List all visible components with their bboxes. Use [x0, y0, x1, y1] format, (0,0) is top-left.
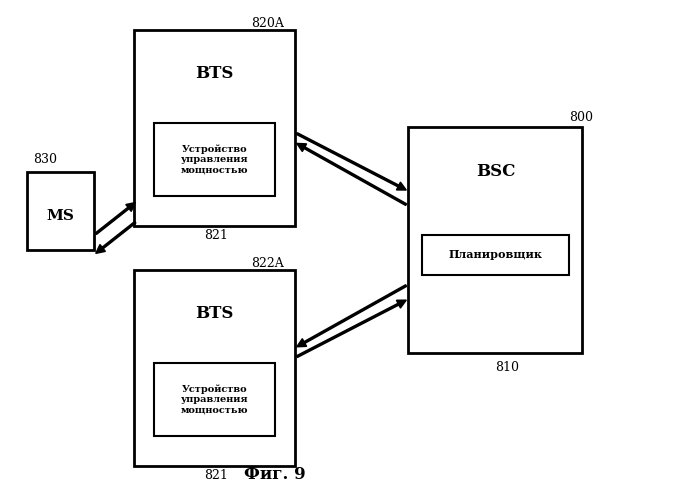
Text: Фиг. 9: Фиг. 9: [244, 466, 305, 483]
Bar: [154, 362, 275, 436]
FancyArrowPatch shape: [296, 133, 406, 190]
Text: 800: 800: [569, 111, 593, 124]
Text: 810: 810: [495, 361, 520, 374]
Bar: [134, 30, 294, 226]
Bar: [27, 172, 94, 250]
Bar: [408, 128, 583, 353]
Bar: [422, 236, 569, 275]
FancyArrowPatch shape: [96, 202, 135, 234]
Text: 830: 830: [33, 153, 57, 166]
Text: Устройство
управления
мощностью: Устройство управления мощностью: [180, 384, 248, 414]
FancyArrowPatch shape: [296, 300, 406, 358]
Text: MS: MS: [46, 208, 74, 222]
Bar: [134, 270, 294, 466]
FancyArrowPatch shape: [297, 285, 406, 346]
FancyArrowPatch shape: [96, 222, 136, 253]
Bar: [154, 122, 275, 196]
Text: BSC: BSC: [476, 163, 515, 180]
Text: BTS: BTS: [195, 305, 234, 322]
Text: 821: 821: [204, 229, 228, 242]
Text: 821: 821: [204, 469, 228, 482]
Text: BTS: BTS: [195, 65, 234, 82]
FancyArrowPatch shape: [297, 144, 406, 206]
Text: 822A: 822A: [251, 257, 284, 270]
Text: Планировщик: Планировщик: [449, 250, 542, 260]
Text: Устройство
управления
мощностью: Устройство управления мощностью: [180, 144, 248, 174]
Text: 820A: 820A: [251, 17, 284, 30]
